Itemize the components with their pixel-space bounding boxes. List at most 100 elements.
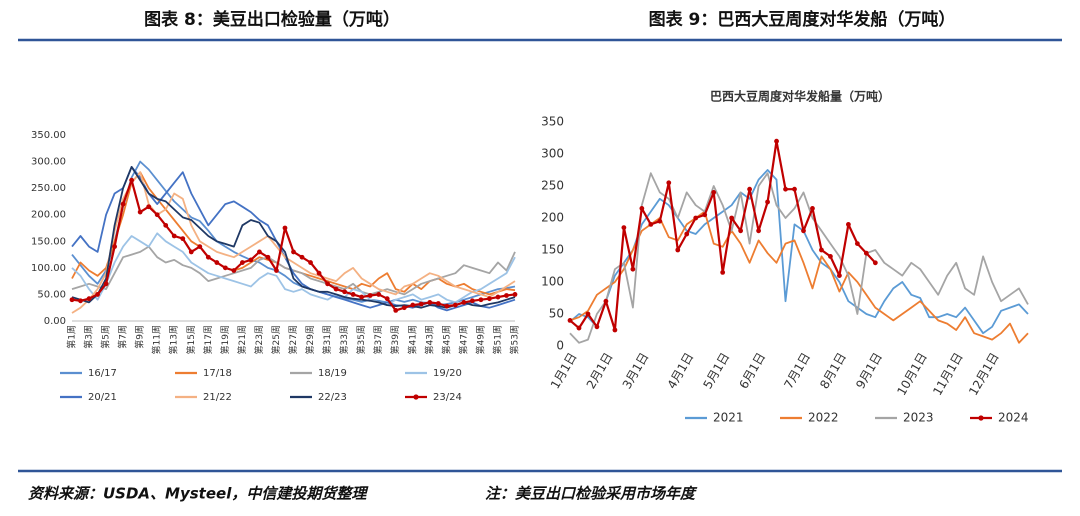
point-marker <box>478 297 484 303</box>
point-marker <box>639 206 645 211</box>
x-tick-label: 第37周 <box>372 325 384 354</box>
point-marker <box>470 298 475 304</box>
chart-title: 图表 8：美豆出口检验量（万吨） <box>144 9 400 30</box>
x-tick-label: 7月1日 <box>781 350 813 391</box>
point-marker <box>418 301 424 307</box>
x-tick-label: 第19周 <box>219 325 231 354</box>
y-tick-label: 100 <box>541 275 564 289</box>
x-tick-label: 第35周 <box>355 325 367 354</box>
point-marker <box>774 138 779 144</box>
x-tick-label: 第13周 <box>168 325 180 354</box>
point-marker <box>657 218 663 224</box>
x-tick-label: 第11周 <box>151 325 163 354</box>
point-marker <box>693 215 699 221</box>
x-tick-label: 第21周 <box>236 325 248 354</box>
x-tick-label: 第17周 <box>202 325 214 354</box>
point-marker <box>188 249 194 255</box>
point-marker <box>720 270 726 275</box>
point-marker <box>180 236 186 242</box>
point-marker <box>265 254 271 260</box>
point-marker <box>333 286 339 292</box>
point-marker <box>512 292 518 297</box>
point-marker <box>461 300 467 305</box>
point-marker <box>137 209 143 215</box>
x-tick-label: 第29周 <box>304 325 316 354</box>
legend-label: 17/18 <box>203 368 232 379</box>
legend-label: 19/20 <box>433 368 462 379</box>
x-tick-label: 第1周 <box>66 325 78 349</box>
series-line <box>71 166 516 309</box>
point-marker <box>863 250 869 256</box>
point-marker <box>648 222 654 227</box>
series-line <box>569 140 877 332</box>
legend-label: 21/22 <box>203 392 232 403</box>
y-tick-label: 300 <box>541 147 564 161</box>
legend-label: 2023 <box>903 411 934 425</box>
point-marker <box>384 296 390 302</box>
x-tick-label: 10月1日 <box>894 350 930 398</box>
point-marker <box>576 325 582 331</box>
x-tick-label: 第41周 <box>406 325 418 354</box>
point-marker <box>756 228 761 234</box>
point-marker <box>376 292 382 297</box>
point-marker <box>612 327 618 333</box>
point-marker <box>393 307 399 313</box>
point-marker <box>274 268 279 273</box>
y-tick-label: 250 <box>541 179 564 193</box>
y-tick-label: 350.00 <box>31 130 66 141</box>
x-tick-label: 第33周 <box>338 325 350 354</box>
legend-label: 20/21 <box>88 392 117 403</box>
point-marker <box>86 296 92 302</box>
x-tick-label: 第25周 <box>270 325 282 354</box>
point-marker <box>711 190 717 195</box>
point-marker <box>367 293 373 298</box>
point-marker <box>702 212 708 218</box>
point-marker <box>801 228 806 234</box>
point-marker <box>316 270 322 276</box>
point-marker <box>872 260 878 266</box>
series-line <box>569 172 1029 344</box>
y-tick-label: 300.00 <box>31 157 66 168</box>
point-marker <box>401 305 407 311</box>
point-marker <box>239 260 245 265</box>
point-marker <box>792 186 797 192</box>
x-tick-label: 第39周 <box>389 325 401 354</box>
point-marker <box>163 222 169 228</box>
point-marker <box>129 177 135 183</box>
y-tick-label: 200 <box>541 211 564 225</box>
y-tick-label: 150.00 <box>31 236 66 247</box>
point-marker <box>248 257 254 263</box>
point-marker <box>112 244 117 250</box>
x-tick-label: 第5周 <box>100 325 112 349</box>
x-tick-label: 6月1日 <box>736 350 768 391</box>
y-tick-label: 50.00 <box>37 289 66 300</box>
point-marker <box>765 199 770 205</box>
legend-label: 23/24 <box>433 392 462 403</box>
legend-label: 22/23 <box>318 392 347 403</box>
point-marker <box>231 268 237 273</box>
point-marker <box>675 247 681 253</box>
x-tick-label: 第3周 <box>83 325 95 349</box>
point-marker <box>78 298 83 304</box>
legend-marker <box>978 415 984 421</box>
y-tick-label: 100.00 <box>31 263 66 274</box>
point-marker <box>630 266 636 272</box>
x-tick-label: 3月1日 <box>620 350 652 391</box>
point-marker <box>171 233 177 239</box>
point-marker <box>666 180 672 186</box>
point-marker <box>567 318 573 323</box>
y-tick-label: 50 <box>549 307 564 321</box>
point-marker <box>837 273 842 278</box>
point-marker <box>325 281 330 287</box>
point-marker <box>729 215 735 221</box>
point-marker <box>594 324 600 330</box>
x-tick-label: 第23周 <box>253 325 265 354</box>
x-tick-label: 4月1日 <box>665 350 697 391</box>
x-tick-label: 第51周 <box>491 325 503 354</box>
y-tick-label: 0 <box>556 339 564 353</box>
legend-label: 2024 <box>998 411 1029 425</box>
point-marker <box>452 302 458 308</box>
point-marker <box>257 249 262 255</box>
x-tick-label: 1月1日 <box>548 350 580 391</box>
